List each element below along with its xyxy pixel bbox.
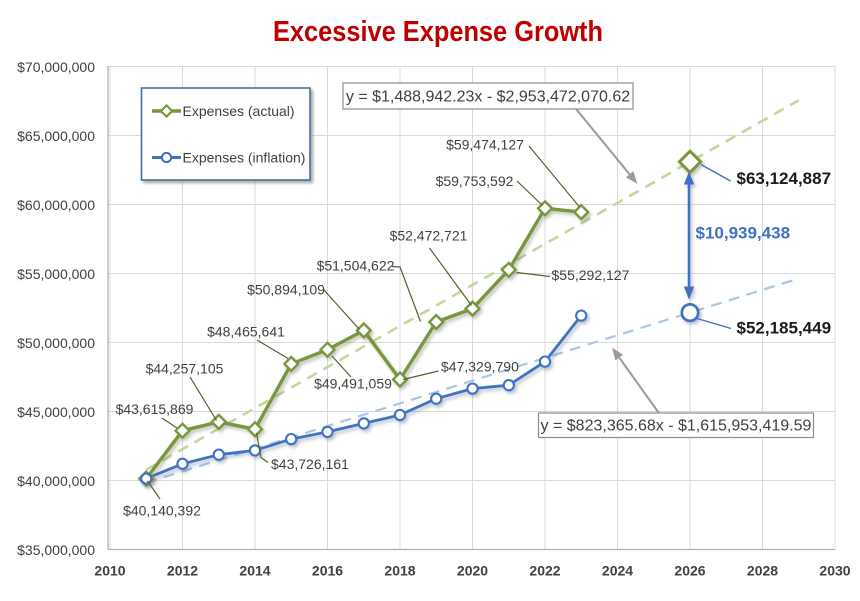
svg-text:2020: 2020 <box>457 563 488 579</box>
svg-text:$40,140,392: $40,140,392 <box>123 503 201 519</box>
svg-text:$10,939,438: $10,939,438 <box>696 224 791 243</box>
svg-text:$40,000,000: $40,000,000 <box>17 473 95 489</box>
svg-text:$55,000,000: $55,000,000 <box>17 266 95 282</box>
svg-text:$50,000,000: $50,000,000 <box>17 335 95 351</box>
svg-text:$70,000,000: $70,000,000 <box>17 59 95 75</box>
svg-text:2028: 2028 <box>747 563 778 579</box>
svg-text:$63,124,887: $63,124,887 <box>737 169 832 188</box>
svg-text:$49,491,059: $49,491,059 <box>314 376 392 392</box>
svg-text:y = $823,365.68x - $1,615,953,: y = $823,365.68x - $1,615,953,419.59 <box>541 418 812 435</box>
svg-text:$43,726,161: $43,726,161 <box>271 456 349 472</box>
svg-text:$65,000,000: $65,000,000 <box>17 128 95 144</box>
svg-text:$48,465,641: $48,465,641 <box>207 324 285 340</box>
svg-text:Expenses (inflation): Expenses (inflation) <box>183 150 306 166</box>
svg-text:$52,185,449: $52,185,449 <box>737 319 832 338</box>
svg-text:2026: 2026 <box>674 563 705 579</box>
svg-text:$45,000,000: $45,000,000 <box>17 404 95 420</box>
svg-text:Expenses (actual): Expenses (actual) <box>183 103 295 119</box>
svg-text:2016: 2016 <box>312 563 343 579</box>
svg-text:$35,000,000: $35,000,000 <box>17 542 95 558</box>
svg-text:$55,292,127: $55,292,127 <box>552 267 630 283</box>
svg-text:2024: 2024 <box>602 563 633 579</box>
svg-text:y = $1,488,942.23x - $2,953,47: y = $1,488,942.23x - $2,953,472,070.62 <box>346 89 630 106</box>
svg-text:$50,894,109: $50,894,109 <box>247 282 325 298</box>
svg-text:2018: 2018 <box>384 563 415 579</box>
svg-text:$52,472,721: $52,472,721 <box>390 228 468 244</box>
svg-text:2014: 2014 <box>239 563 270 579</box>
svg-text:$59,474,127: $59,474,127 <box>446 137 524 153</box>
svg-text:$60,000,000: $60,000,000 <box>17 197 95 213</box>
svg-text:2022: 2022 <box>529 563 560 579</box>
svg-text:$43,615,869: $43,615,869 <box>116 401 194 417</box>
svg-text:$51,504,622: $51,504,622 <box>317 258 395 274</box>
svg-text:Excessive Expense Growth: Excessive Expense Growth <box>273 16 603 48</box>
svg-text:2010: 2010 <box>94 563 125 579</box>
svg-text:$47,329,790: $47,329,790 <box>441 359 519 375</box>
svg-text:2030: 2030 <box>819 563 850 579</box>
svg-text:$44,257,105: $44,257,105 <box>146 361 224 377</box>
svg-text:2012: 2012 <box>167 563 198 579</box>
svg-text:$59,753,592: $59,753,592 <box>436 173 514 189</box>
